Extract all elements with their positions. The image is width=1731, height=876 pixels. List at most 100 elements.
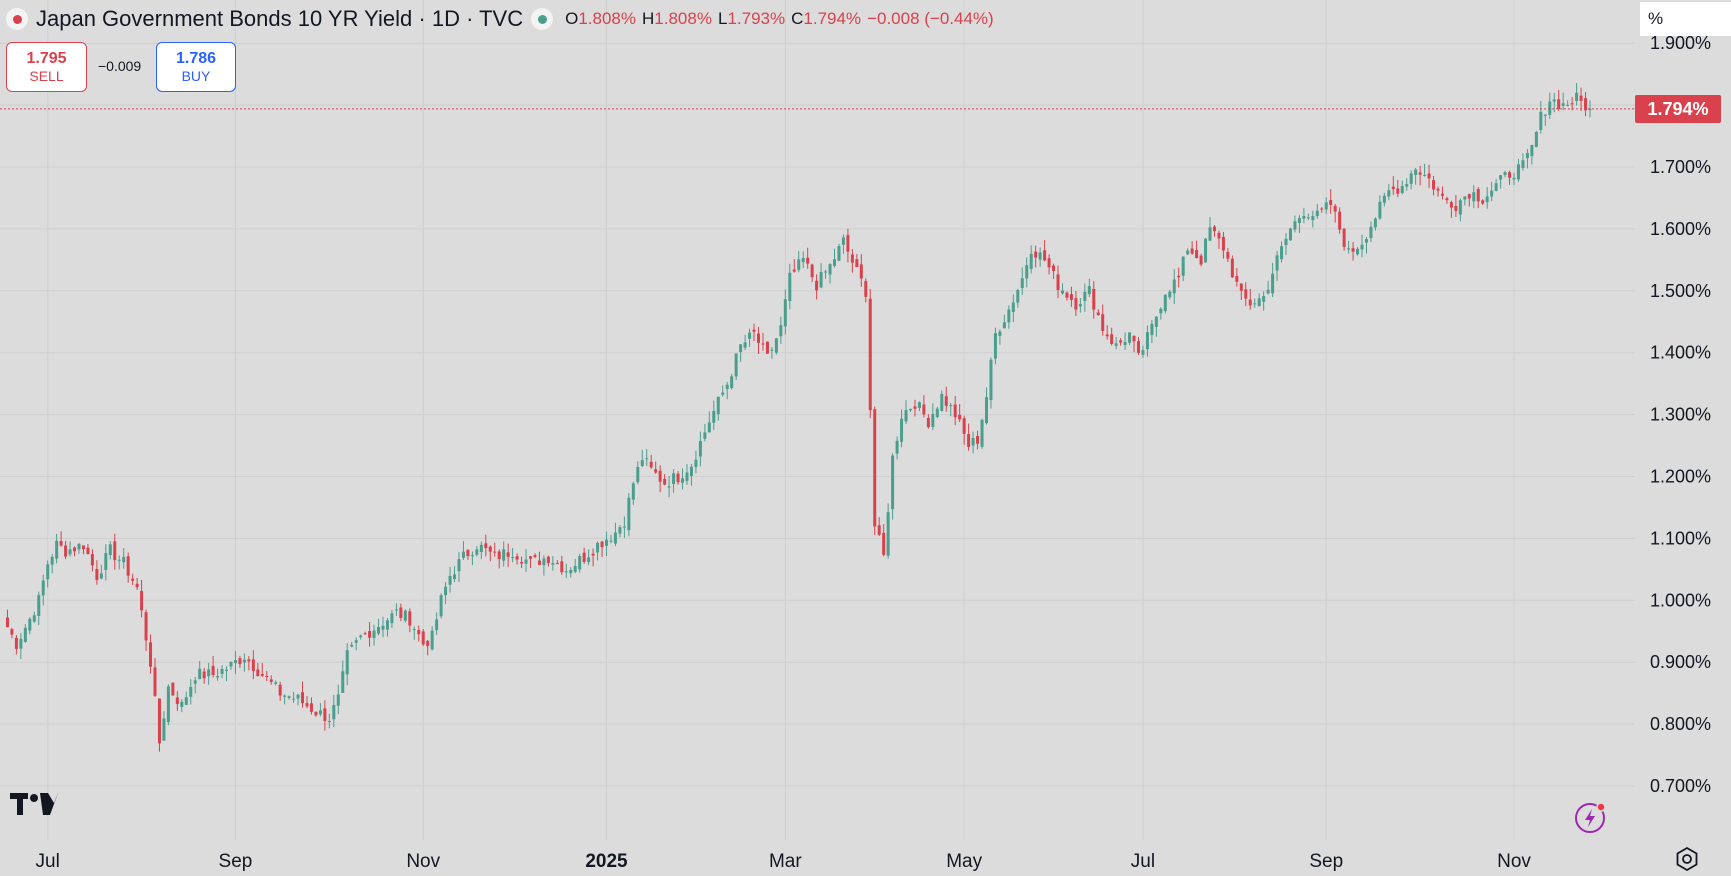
candle-body (1239, 283, 1243, 291)
candle-body (1123, 341, 1127, 346)
y-tick-label: 1.700% (1650, 157, 1711, 177)
candle-body (618, 527, 622, 534)
candle-body (493, 551, 497, 553)
candle-body (327, 721, 331, 723)
candle-body (10, 629, 14, 635)
candle-body (229, 661, 233, 667)
axis-unit-label[interactable]: % (1640, 2, 1731, 36)
candle-body (1208, 227, 1212, 241)
candle-body (1320, 208, 1324, 210)
candle-body (381, 625, 385, 630)
candle-body (1436, 188, 1440, 191)
candle-body (104, 553, 108, 570)
candle-body (1297, 218, 1301, 223)
candle-body (998, 331, 1002, 336)
sell-button[interactable]: 1.795 SELL (6, 42, 87, 92)
y-tick-label: 1.500% (1650, 281, 1711, 301)
candle-body (278, 684, 282, 696)
candle-body (198, 668, 202, 680)
candle-body (828, 263, 832, 275)
candle-body (707, 422, 711, 433)
candle-body (819, 271, 823, 288)
candle-body (850, 254, 854, 263)
candle-body (292, 698, 296, 700)
buy-label: BUY (181, 68, 211, 84)
candle-body (251, 659, 255, 671)
symbol-title[interactable]: Japan Government Bonds 10 YR Yield · 1D … (36, 6, 524, 31)
x-tick-label: Nov (406, 851, 440, 872)
candle-body (86, 547, 90, 555)
candle-body (41, 580, 45, 596)
ohlc-high: H1.808% (642, 9, 712, 28)
sell-price: 1.795 (26, 50, 67, 67)
candle-body (1342, 228, 1346, 247)
candle-body (126, 556, 130, 576)
candle-body (461, 551, 465, 558)
candle-body (1284, 238, 1288, 246)
price-axis[interactable]: 0.700% 0.800% 0.900% 1.000% 1.100% 1.200% 1.30… (1650, 33, 1711, 796)
candle-body (238, 658, 242, 665)
candle-body (171, 682, 175, 696)
settings-icon[interactable] (1674, 846, 1700, 872)
candle-body (1391, 186, 1395, 190)
candle-body (1503, 172, 1507, 175)
candle-body (19, 638, 23, 649)
candle-body (542, 558, 546, 566)
candle-body (1029, 253, 1033, 269)
candle-body (931, 414, 935, 427)
candle-body (301, 692, 305, 704)
candle-body (578, 556, 582, 570)
candle-body (1378, 201, 1382, 219)
candle-body (435, 619, 439, 631)
candle-body (1356, 248, 1360, 255)
candle-body (832, 259, 836, 266)
candle-body (529, 556, 533, 559)
ohlc-change: −0.008 (−0.44%) (867, 9, 994, 28)
y-tick-label: 1.000% (1650, 590, 1711, 610)
candle-body (877, 525, 881, 535)
candle-body (372, 630, 376, 638)
candle-body (1172, 279, 1176, 294)
candle-body (958, 414, 962, 420)
candle-body (1382, 195, 1386, 203)
candle-body (841, 237, 845, 245)
candle-body (596, 542, 600, 553)
candle-body (511, 557, 515, 559)
candle-body (265, 676, 269, 678)
candle-body (748, 332, 752, 339)
lightning-icon[interactable] (1574, 800, 1608, 834)
candle-body (640, 460, 644, 466)
candle-body (1311, 216, 1315, 221)
candle-body (363, 633, 367, 635)
sell-label: SELL (29, 68, 64, 84)
candle-body (417, 630, 421, 635)
candle-body (1235, 275, 1239, 282)
candle-body (99, 573, 103, 579)
candle-body (1329, 200, 1333, 205)
candle-body (993, 333, 997, 359)
candle-body (408, 611, 412, 626)
candle-body (1338, 211, 1342, 230)
candle-body (976, 435, 980, 444)
tradingview-logo-icon[interactable] (10, 790, 60, 818)
candle-body (385, 620, 389, 630)
candle-body (453, 574, 457, 579)
candle-body (1543, 114, 1547, 116)
candle-body (734, 353, 738, 377)
candle-body (1557, 99, 1561, 109)
candle-body (721, 392, 725, 395)
candle-body (1588, 108, 1592, 111)
buy-button[interactable]: 1.786 BUY (156, 42, 236, 92)
candle-body (444, 586, 448, 596)
candle-body (1186, 250, 1190, 255)
candle-body (520, 562, 524, 564)
candle-body (922, 404, 926, 415)
candle-body (940, 393, 944, 411)
candle-body (1476, 189, 1480, 202)
candle-body (305, 703, 309, 707)
candle-body (1400, 186, 1404, 193)
market-open-icon[interactable] (531, 8, 554, 30)
time-axis[interactable]: Jul Sep Nov 2025 Mar May Jul Sep Nov (36, 851, 1532, 872)
candle-body (676, 473, 680, 483)
